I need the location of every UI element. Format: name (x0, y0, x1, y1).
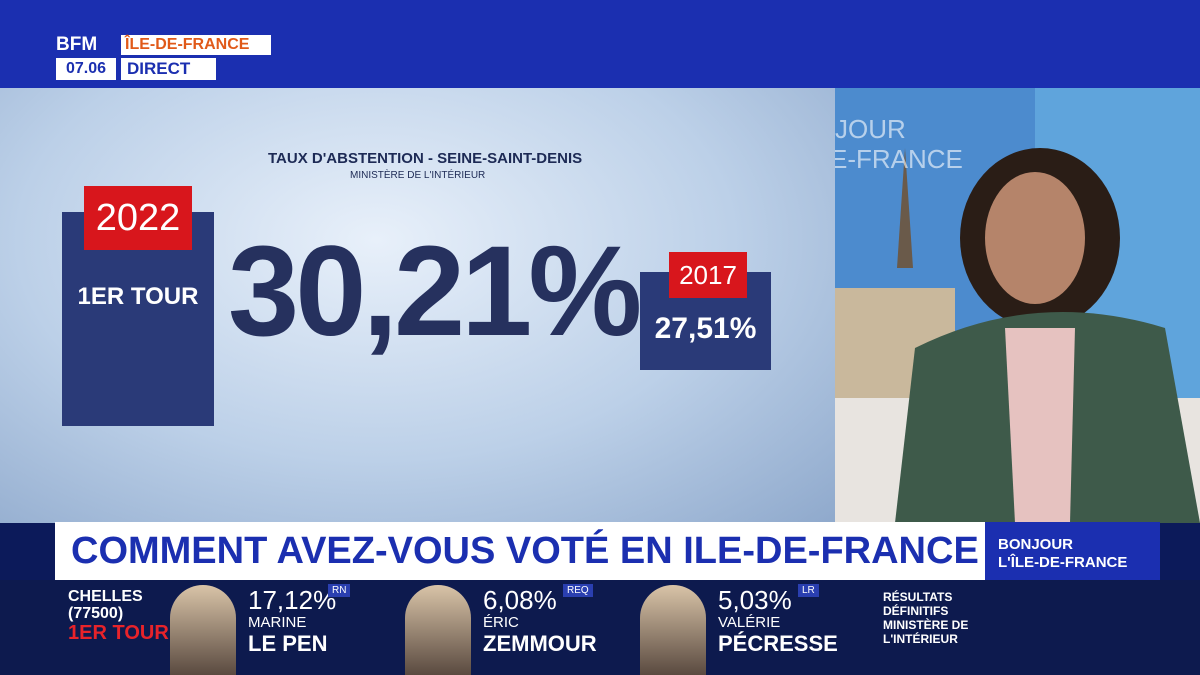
first-name: ÉRIC (483, 614, 519, 631)
studio-view: JOUR E-FRANCE (835, 88, 1200, 523)
backdrop-text: JOUR (835, 114, 906, 144)
candidate-value: 5,03% (718, 585, 792, 615)
time: 07.06 (56, 58, 116, 80)
logo: BFM (56, 35, 116, 55)
round-current: 1ER TOUR (77, 283, 199, 310)
party: REQ (563, 584, 593, 597)
year-previous: 2017 (669, 252, 747, 298)
blouse (1005, 328, 1075, 523)
postcode: (77500) (68, 605, 124, 622)
party: LR (798, 584, 819, 597)
source-line: RÉSULTATS (883, 590, 953, 604)
show-box (985, 522, 1160, 580)
backdrop-text: E-FRANCE (835, 144, 963, 174)
round: 1ER TOUR (68, 622, 169, 644)
candidate-photo (170, 585, 236, 675)
source-line: DÉFINITIFS (883, 604, 949, 618)
live: DIRECT (121, 58, 216, 80)
last-name: PÉCRESSE (718, 631, 838, 656)
source-line: L'INTÉRIEUR (883, 632, 958, 646)
face (985, 172, 1085, 304)
town: CHELLES (68, 588, 143, 605)
first-name: MARINE (248, 614, 307, 631)
party: RN (328, 584, 351, 597)
region: ÎLE-DE-FRANCE (121, 35, 271, 55)
results-source: RÉSULTATS DÉFINITIFS MINISTÈRE DE L'INTÉ… (883, 590, 968, 646)
tower (897, 148, 913, 268)
last-name: ZEMMOUR (483, 631, 597, 656)
show-name: L'ÎLE-DE-FRANCE (998, 554, 1128, 571)
last-name: LE PEN (248, 631, 328, 656)
year-current: 2022 (84, 186, 192, 250)
candidate-photo (405, 585, 471, 675)
candidate-value: 6,08% (483, 585, 557, 615)
headline: COMMENT AVEZ-VOUS VOTÉ EN ILE-DE-FRANCE … (55, 522, 1013, 580)
candidate-value: 17,12% (248, 585, 337, 615)
graphic-source: MINISTÈRE DE L'INTÉRIEUR (350, 170, 486, 181)
show-name: BONJOUR (998, 536, 1074, 553)
candidate-photo (640, 585, 706, 675)
value-previous: 27,51% (654, 312, 757, 345)
first-name: VALÉRIE (718, 614, 781, 631)
graphic-title: TAUX D'ABSTENTION - SEINE-SAINT-DENIS (268, 150, 583, 167)
source-line: MINISTÈRE DE (883, 618, 969, 632)
value-current: 30,21% (228, 220, 642, 363)
